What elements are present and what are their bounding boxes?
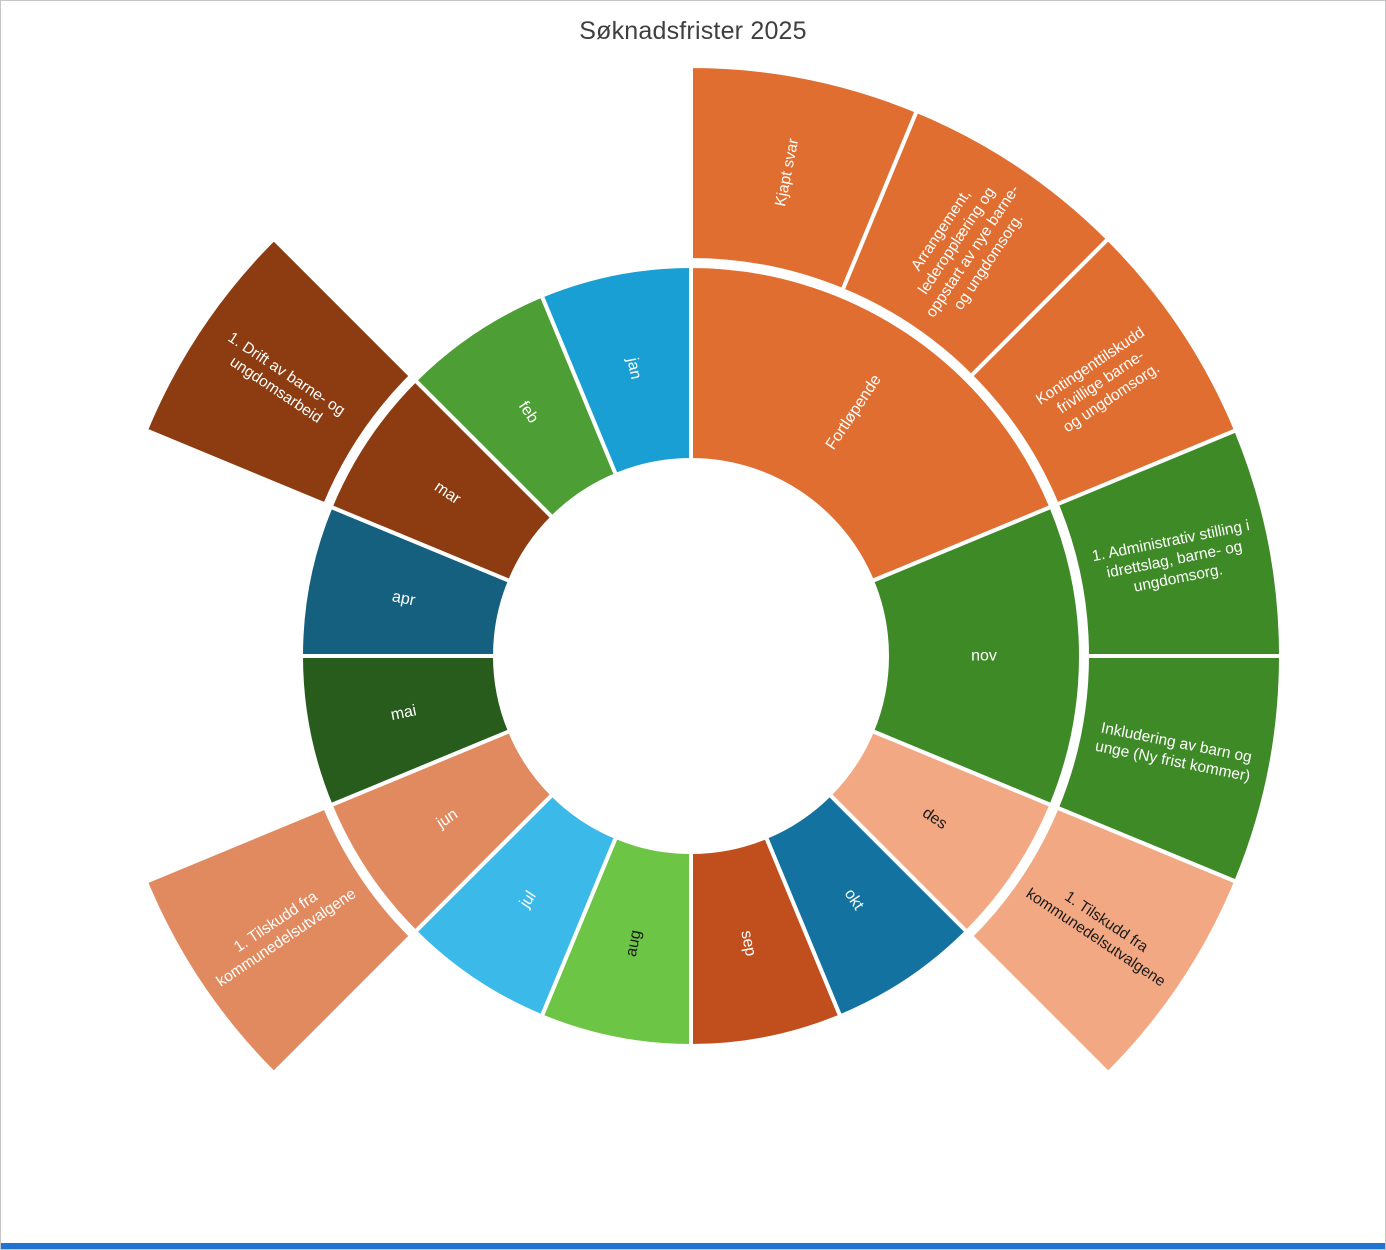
chart-title: Søknadsfrister 2025 bbox=[579, 17, 807, 45]
segment-jan[interactable] bbox=[539, 264, 693, 477]
segment-drift-barne-ungdomsarbeid[interactable] bbox=[143, 236, 413, 507]
footer-accent-bar bbox=[1, 1243, 1385, 1249]
segment-fortlopende[interactable] bbox=[689, 264, 1054, 583]
segment-tilskudd-kommunedelsutvalgene-des[interactable] bbox=[969, 805, 1239, 1076]
segment-nov[interactable] bbox=[870, 504, 1083, 808]
segment-tilskudd-kommunedelsutvalgene-jun[interactable] bbox=[143, 805, 413, 1076]
